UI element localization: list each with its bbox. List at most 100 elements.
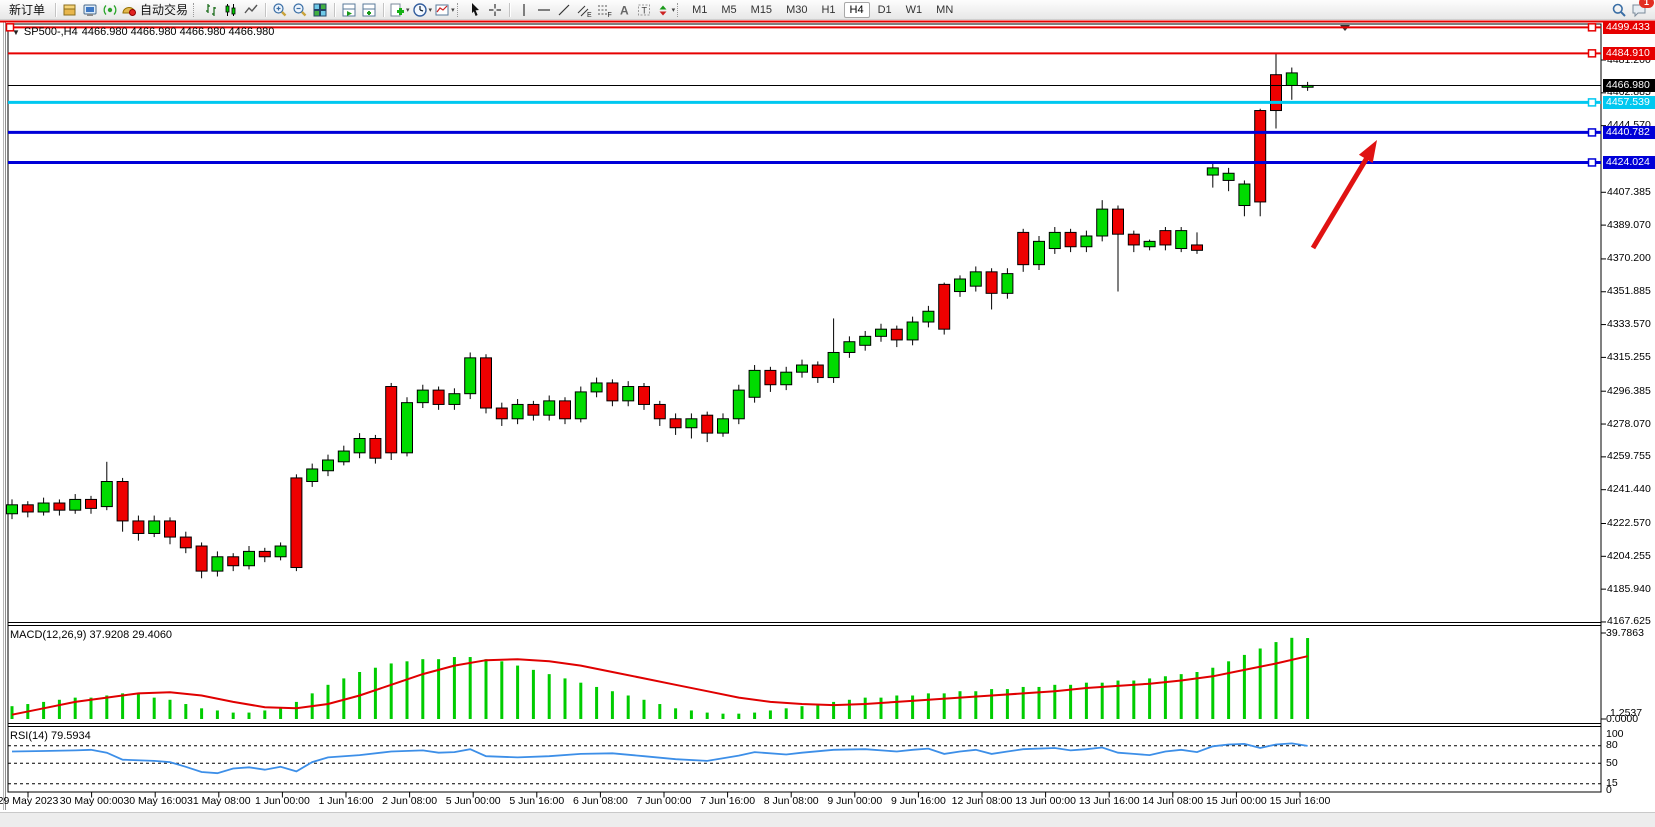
auto-trading-button[interactable]: 自动交易 — [121, 1, 191, 19]
templates-button[interactable]: ▾ — [434, 1, 455, 19]
timeframe-H1[interactable]: H1 — [821, 3, 836, 16]
price-line-badge: 4499.433 — [1603, 20, 1655, 34]
timeframe-M5[interactable]: M5 — [721, 3, 737, 16]
fibonacci-icon: F — [597, 5, 611, 18]
text-label-icon: T — [637, 4, 650, 15]
indicator-list-button[interactable] — [360, 1, 378, 19]
time-axis-label: 13 Jun 00:00 — [1015, 795, 1076, 807]
text-button[interactable]: A — [615, 1, 633, 19]
price-tick-label: 4204.255 — [1607, 549, 1651, 562]
dropdown-arrow-icon: ▾ — [451, 6, 455, 14]
chart-menu-icon[interactable]: ▼ — [12, 27, 20, 37]
fibonacci-button[interactable]: F — [595, 1, 613, 19]
price-line-badge: 4484.910 — [1603, 46, 1655, 60]
indicator-window-button[interactable] — [340, 1, 358, 19]
periods-button[interactable]: ▾ — [412, 1, 433, 19]
macd-label: MACD(12,26,9) 37.9208 29.4060 — [10, 629, 173, 641]
candlestick-chart-button[interactable] — [222, 1, 240, 19]
time-axis-label: 1 Jun 00:00 — [254, 795, 310, 807]
horizontal-line-button[interactable] — [535, 1, 553, 19]
price-tick-label: 4278.070 — [1607, 417, 1651, 430]
auto-trading-icon — [122, 6, 137, 16]
timeframe-W1[interactable]: W1 — [905, 3, 923, 16]
new-order-button[interactable]: 新订单 — [4, 1, 50, 19]
main-toolbar: 新订单 自动交易 ▾ ▾ — [0, 0, 1655, 20]
time-axis-label: 7 Jun 16:00 — [700, 795, 756, 807]
macd-scale-min: 1.2537 — [1610, 707, 1643, 719]
time-axis-label: 8 Jun 08:00 — [763, 795, 819, 807]
price-line-badge: 4440.782 — [1603, 125, 1655, 139]
dropdown-arrow-icon: ▾ — [428, 6, 433, 14]
rsi-scale-0: 0 — [1606, 784, 1612, 796]
order-box-button[interactable] — [61, 1, 79, 19]
chart-ohlc-values: 4466.980 4466.980 4466.980 4466.980 — [81, 26, 275, 38]
crosshair-button[interactable] — [486, 1, 504, 19]
timeframe-M30[interactable]: M30 — [786, 3, 808, 16]
equidistant-channel-icon: E — [577, 5, 592, 18]
time-axis-label: 5 Jun 00:00 — [445, 795, 501, 807]
templates-icon — [435, 4, 449, 15]
crosshair-icon — [488, 3, 501, 16]
svg-text:T: T — [641, 5, 647, 15]
vertical-line-icon — [522, 3, 525, 16]
toolbar-separator — [508, 2, 510, 17]
candlesticks — [6, 53, 1314, 579]
time-axis-label: 13 Jun 16:00 — [1078, 795, 1140, 807]
toolbar-separator — [383, 2, 385, 17]
arrows-button[interactable]: ▾ — [655, 1, 676, 19]
time-axis-label: 9 Jun 00:00 — [827, 795, 883, 807]
dropdown-arrow-icon: ▾ — [406, 6, 410, 14]
channel-button[interactable]: E — [575, 1, 593, 19]
timeframe-MN[interactable]: MN — [936, 3, 954, 16]
rsi-label: RSI(14) 79.5934 — [10, 730, 91, 742]
dropdown-arrow-icon: ▾ — [671, 6, 676, 14]
price-tick-label: 4185.940 — [1607, 582, 1651, 595]
horizontal-lines — [5, 23, 1601, 167]
chat-button[interactable]: 1 — [1630, 0, 1654, 19]
terminal-icon — [83, 4, 97, 16]
notification-badge: 1 — [1639, 0, 1654, 8]
indicator-window-icon — [342, 3, 356, 16]
rsi-pane — [8, 742, 1601, 785]
line-chart-icon — [244, 4, 258, 13]
horizontal-line-icon — [537, 8, 550, 11]
time-axis-label: 30 May 00:00 — [59, 795, 124, 807]
price-tick-label: 4259.755 — [1607, 450, 1651, 463]
toolbar-separator — [55, 2, 57, 17]
price-tick-label: 4296.385 — [1607, 384, 1651, 397]
zoom-in-icon — [273, 2, 287, 16]
rsi-scale-50: 50 — [1606, 757, 1618, 769]
time-axis-label: 14 Jun 08:00 — [1142, 795, 1204, 807]
timeframe-H4[interactable]: H4 — [843, 1, 870, 18]
bar-chart-button[interactable] — [202, 1, 220, 19]
add-indicator-icon — [390, 3, 405, 16]
time-axis-label: 1 Jun 16:00 — [318, 795, 374, 807]
timeframe-M15[interactable]: M15 — [750, 3, 773, 16]
search-icon — [1612, 3, 1626, 17]
tile-windows-button[interactable] — [311, 1, 329, 19]
broadcast-button[interactable] — [101, 1, 119, 19]
text-icon: A — [620, 3, 629, 17]
price-tick-label: 4167.625 — [1607, 615, 1651, 628]
price-line-badge: 4424.024 — [1603, 155, 1655, 169]
vertical-line-button[interactable] — [515, 1, 533, 19]
time-axis-label: 5 Jun 16:00 — [509, 795, 565, 807]
zoom-out-button[interactable] — [291, 1, 309, 19]
timeframe-D1[interactable]: D1 — [877, 3, 892, 16]
zoom-in-button[interactable] — [271, 1, 289, 19]
chart-title: ▼ SP500-,H4 4466.980 4466.980 4466.980 4… — [12, 26, 274, 38]
search-button[interactable] — [1610, 1, 1628, 19]
time-axis-label: 15 Jun 00:00 — [1206, 795, 1267, 807]
timeframe-M1[interactable]: M1 — [692, 3, 708, 16]
terminal-button[interactable] — [81, 1, 99, 19]
add-indicator-button[interactable]: ▾ — [389, 1, 410, 19]
line-chart-button[interactable] — [242, 1, 260, 19]
toolbar-separator — [334, 2, 336, 17]
rsi-line — [11, 742, 1308, 775]
trendline-button[interactable] — [555, 1, 573, 19]
text-label-button[interactable]: T — [635, 1, 653, 19]
toolbar-separator — [265, 2, 267, 17]
cursor-button[interactable] — [466, 1, 484, 19]
toolbar-grip — [677, 2, 682, 17]
